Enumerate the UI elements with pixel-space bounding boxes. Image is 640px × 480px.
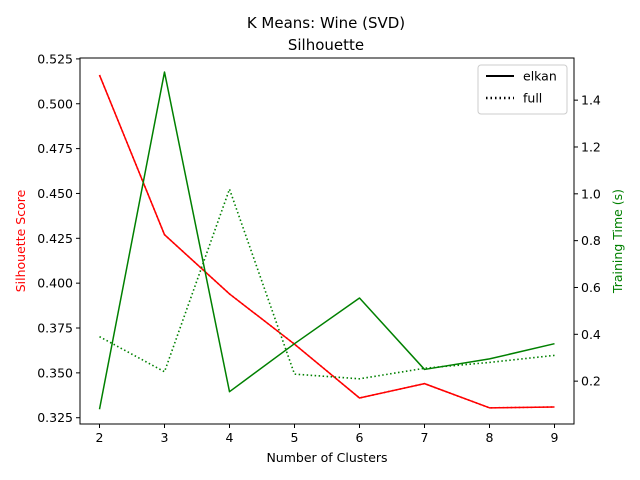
x-tick-label: 6 xyxy=(356,430,364,445)
x-tick-label: 9 xyxy=(551,430,559,445)
x-tick-label: 4 xyxy=(226,430,234,445)
y-left-tick-label: 0.525 xyxy=(37,51,73,66)
y-left-tick-label: 0.375 xyxy=(37,321,73,336)
x-axis-label: Number of Clusters xyxy=(266,450,387,465)
x-tick-label: 5 xyxy=(291,430,299,445)
y-right-tick-label: 0.2 xyxy=(581,374,601,389)
y-left-tick-label: 0.350 xyxy=(37,365,73,380)
legend: elkan full xyxy=(477,64,568,115)
y-axis-left: 0.325 0.350 0.375 0.400 0.425 0.450 0.475 0.500… xyxy=(37,51,80,425)
y-left-tick-label: 0.475 xyxy=(37,141,73,156)
y-left-tick-label: 0.500 xyxy=(37,96,73,111)
y-left-tick-label: 0.325 xyxy=(37,410,73,425)
chart-subtitle: Silhouette xyxy=(288,36,364,54)
y-right-tick-label: 1.2 xyxy=(581,139,601,154)
x-tick-label: 8 xyxy=(486,430,494,445)
y-axis-right-label: Training Time (s) xyxy=(610,189,625,294)
y-right-tick-label: 1.4 xyxy=(581,93,601,108)
plot-area xyxy=(98,71,555,410)
y-right-tick-label: 1.0 xyxy=(581,186,601,201)
y-left-tick-label: 0.425 xyxy=(37,231,73,246)
x-tick-label: 7 xyxy=(421,430,429,445)
series-line-left-dotted xyxy=(98,74,555,409)
series-line-right-solid xyxy=(98,71,555,410)
chart-title: K Means: Wine (SVD) xyxy=(247,14,405,32)
y-right-tick-label: 0.8 xyxy=(581,233,601,248)
y-right-tick-label: 0.6 xyxy=(581,280,601,295)
y-axis-right: 0.2 0.4 0.6 0.8 1.0 1.2 1.4 xyxy=(574,93,601,389)
y-left-tick-label: 0.450 xyxy=(37,186,73,201)
y-left-tick-label: 0.400 xyxy=(37,276,73,291)
series-line-right-dotted xyxy=(99,188,555,380)
y-right-tick-label: 0.4 xyxy=(581,327,601,342)
legend-box xyxy=(477,64,568,115)
legend-label-full: full xyxy=(523,91,542,106)
x-axis: 2 3 4 5 6 7 8 9 xyxy=(96,424,559,445)
x-tick-label: 3 xyxy=(161,430,169,445)
y-axis-left-label: Silhouette Score xyxy=(13,189,28,292)
legend-label-elkan: elkan xyxy=(523,69,557,84)
series-line-left-solid xyxy=(98,74,555,409)
x-tick-label: 2 xyxy=(96,430,104,445)
